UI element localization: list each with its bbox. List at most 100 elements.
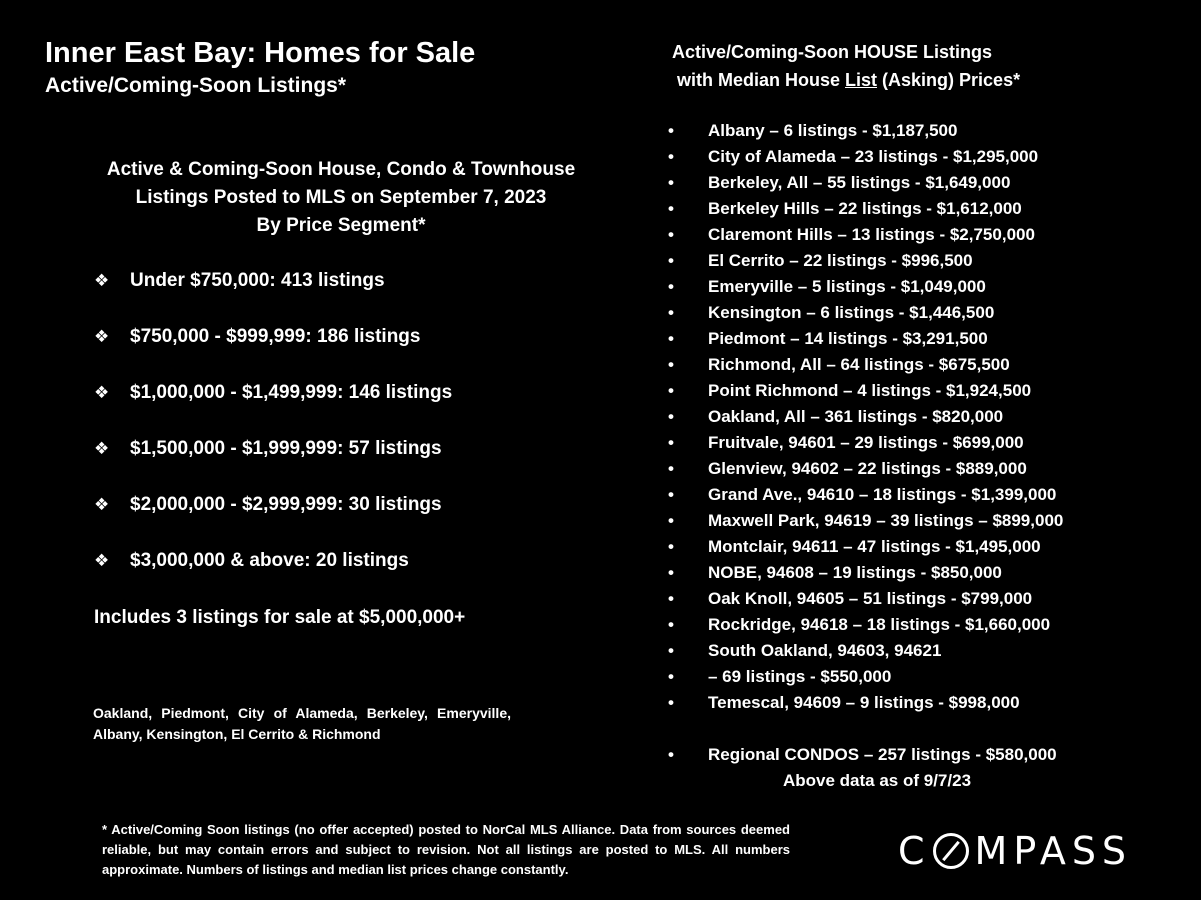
listing-text: Fruitvale, 94601 – 29 listings - $699,00…	[708, 433, 1024, 452]
data-date-note: Above data as of 9/7/23	[783, 771, 972, 790]
list-item: • Oakland, All – 361 listings - $820,000	[668, 404, 1063, 430]
price-segment-item: ❖ $1,000,000 - $1,499,999: 146 listings	[94, 378, 452, 434]
price-segment-heading-line: Listings Posted to MLS on September 7, 2…	[135, 187, 547, 208]
house-listings-heading: Active/Coming-Soon HOUSE Listings with M…	[672, 38, 1020, 94]
listing-text: Montclair, 94611 – 47 listings - $1,495,…	[708, 537, 1041, 556]
heading-underlined-text: List	[845, 70, 878, 90]
diamond-bullet-icon: ❖	[94, 271, 110, 290]
listing-text: – 69 listings - $550,000	[708, 667, 892, 686]
listing-text: El Cerrito – 22 listings - $996,500	[708, 251, 973, 270]
listing-text: Berkeley Hills – 22 listings - $1,612,00…	[708, 199, 1022, 218]
logo-text-suffix: MPASS	[974, 829, 1133, 873]
luxury-listings-note: Includes 3 listings for sale at $5,000,0…	[94, 607, 466, 628]
listing-text: Oakland, All – 361 listings - $820,000	[708, 407, 1004, 426]
list-item: • Claremont Hills – 13 listings - $2,750,…	[668, 222, 1063, 248]
list-item: • Richmond, All – 64 listings - $675,500	[668, 352, 1063, 378]
bullet-icon: •	[668, 433, 674, 452]
page-title: Inner East Bay: Homes for Sale	[45, 37, 476, 69]
listing-text: Richmond, All – 64 listings - $675,500	[708, 355, 1010, 374]
diamond-bullet-icon: ❖	[94, 383, 110, 402]
bullet-icon: •	[668, 407, 674, 426]
list-item: • El Cerrito – 22 listings - $996,500	[668, 248, 1063, 274]
bullet-icon: •	[668, 485, 674, 504]
price-segment-list: ❖ Under $750,000: 413 listings ❖ $750,000 …	[94, 266, 452, 602]
diamond-bullet-icon: ❖	[94, 327, 110, 346]
bullet-icon: •	[668, 329, 674, 348]
bullet-icon: •	[668, 251, 674, 270]
bullet-icon: •	[668, 537, 674, 556]
bullet-icon: •	[668, 667, 674, 686]
bullet-icon: •	[668, 173, 674, 192]
bullet-icon: •	[668, 147, 674, 166]
price-segment-item: ❖ Under $750,000: 413 listings	[94, 266, 452, 322]
bullet-icon: •	[668, 199, 674, 218]
price-segment-heading-line: By Price Segment*	[256, 215, 426, 236]
compass-logo: C MPASS	[898, 826, 1132, 876]
price-segment-text: Under $750,000: 413 listings	[130, 270, 385, 291]
listing-text: Albany – 6 listings - $1,187,500	[708, 121, 958, 140]
bullet-icon: •	[668, 277, 674, 296]
listing-text: Kensington – 6 listings - $1,446,500	[708, 303, 995, 322]
listing-text: Glenview, 94602 – 22 listings - $889,000	[708, 459, 1027, 478]
price-segment-heading-line: Active & Coming-Soon House, Condo & Town…	[106, 159, 576, 180]
list-item: • Piedmont – 14 listings - $3,291,500	[668, 326, 1063, 352]
listing-text: Emeryville – 5 listings - $1,049,000	[708, 277, 986, 296]
price-segment-item: ❖ $2,000,000 - $2,999,999: 30 listings	[94, 490, 452, 546]
listing-text: Claremont Hills – 13 listings - $2,750,0…	[708, 225, 1035, 244]
bullet-icon: •	[668, 121, 674, 140]
price-segment-text: $750,000 - $999,999: 186 listings	[130, 326, 421, 347]
list-item: • Montclair, 94611 – 47 listings - $1,495…	[668, 534, 1063, 560]
heading-text: (Asking) Prices*	[877, 70, 1021, 90]
bullet-icon: •	[668, 563, 674, 582]
price-segment-item: ❖ $3,000,000 & above: 20 listings	[94, 546, 452, 602]
price-segment-heading: Active & Coming-Soon House, Condo & Town…	[80, 156, 602, 240]
listing-text: Rockridge, 94618 – 18 listings - $1,660,…	[708, 615, 1051, 634]
bullet-icon: •	[668, 615, 674, 634]
price-segment-item: ❖ $750,000 - $999,999: 186 listings	[94, 322, 452, 378]
listing-text: Temescal, 94609 – 9 listings - $998,000	[708, 693, 1020, 712]
house-listings-list: • Albany – 6 listings - $1,187,500 • City …	[668, 118, 1063, 768]
listing-text: Grand Ave., 94610 – 18 listings - $1,399…	[708, 485, 1057, 504]
house-listings-heading-line: with Median House List (Asking) Prices*	[672, 66, 1020, 94]
bullet-icon: •	[668, 225, 674, 244]
list-item: • Point Richmond – 4 listings - $1,924,50…	[668, 378, 1063, 404]
listing-text: South Oakland, 94603, 94621	[708, 641, 942, 660]
listing-text: City of Alameda – 23 listings - $1,295,0…	[708, 147, 1039, 166]
bullet-icon: •	[668, 355, 674, 374]
diamond-bullet-icon: ❖	[94, 551, 110, 570]
logo-text-prefix: C	[898, 829, 931, 873]
coverage-area-note: Oakland, Piedmont, City of Alameda, Berk…	[93, 705, 511, 742]
list-item: • – 69 listings - $550,000	[668, 664, 1063, 690]
list-item: • Berkeley, All – 55 listings - $1,649,00…	[668, 170, 1063, 196]
list-item: • Kensington – 6 listings - $1,446,500	[668, 300, 1063, 326]
bullet-icon: •	[668, 589, 674, 608]
page-subtitle: Active/Coming-Soon Listings*	[45, 74, 347, 97]
house-listings-heading-line: Active/Coming-Soon HOUSE Listings	[672, 42, 993, 62]
list-item: • Fruitvale, 94601 – 29 listings - $699,0…	[668, 430, 1063, 456]
list-item: • Berkeley Hills – 22 listings - $1,612,0…	[668, 196, 1063, 222]
price-segment-text: $2,000,000 - $2,999,999: 30 listings	[130, 494, 442, 515]
price-segment-text: $1,500,000 - $1,999,999: 57 listings	[130, 438, 442, 459]
list-item: • South Oakland, 94603, 94621	[668, 638, 1063, 664]
list-item: • Maxwell Park, 94619 – 39 listings – $89…	[668, 508, 1063, 534]
list-item: • Emeryville – 5 listings - $1,049,000	[668, 274, 1063, 300]
heading-text: with Median House	[677, 70, 846, 90]
list-spacer	[668, 716, 1063, 742]
diamond-bullet-icon: ❖	[94, 495, 110, 514]
diamond-bullet-icon: ❖	[94, 439, 110, 458]
price-segment-text: $3,000,000 & above: 20 listings	[130, 550, 409, 571]
footer-disclaimer: * Active/Coming Soon listings (no offer …	[102, 822, 790, 877]
list-item: • Oak Knoll, 94605 – 51 listings - $799,0…	[668, 586, 1063, 612]
listing-text: Berkeley, All – 55 listings - $1,649,000	[708, 173, 1011, 192]
bullet-icon: •	[668, 641, 674, 660]
bullet-icon: •	[668, 511, 674, 530]
bullet-icon: •	[668, 459, 674, 478]
list-item: • Grand Ave., 94610 – 18 listings - $1,39…	[668, 482, 1063, 508]
list-item: • NOBE, 94608 – 19 listings - $850,000	[668, 560, 1063, 586]
listing-text: Maxwell Park, 94619 – 39 listings – $899…	[708, 511, 1064, 530]
bullet-icon: •	[668, 693, 674, 712]
bullet-icon: •	[668, 381, 674, 400]
listing-text: Oak Knoll, 94605 – 51 listings - $799,00…	[708, 589, 1033, 608]
listing-text: NOBE, 94608 – 19 listings - $850,000	[708, 563, 1002, 582]
listing-text: Piedmont – 14 listings - $3,291,500	[708, 329, 988, 348]
